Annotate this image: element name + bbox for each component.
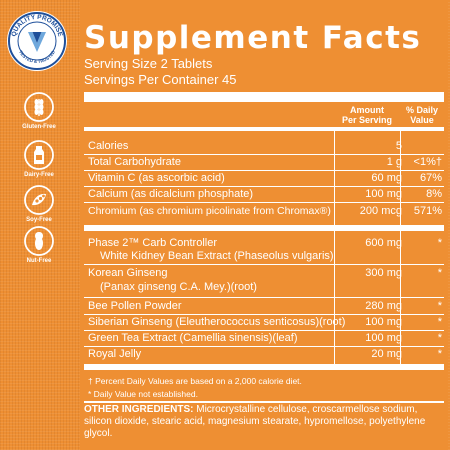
row-divider xyxy=(84,314,444,315)
nutrient-name: Phase 2™ Carb Controller xyxy=(88,237,218,249)
dv-header-line2: Value xyxy=(410,115,434,125)
thin-rule xyxy=(84,401,444,403)
thick-rule xyxy=(84,92,444,102)
nutrient-name: Royal Jelly xyxy=(88,348,142,360)
medium-rule xyxy=(84,127,444,131)
nutrient-amount: 200 mcg xyxy=(359,205,402,217)
amount-header-line1: Amount xyxy=(350,105,384,115)
nutrient-dv: 67% xyxy=(419,172,442,184)
nutrient-dv: * xyxy=(437,300,442,312)
medium-rule xyxy=(84,364,444,370)
quality-promise-badge: QUALITY PROMISE TESTED & TRUSTED xyxy=(6,10,68,72)
nutrient-name: Calcium (as dicalcium phosphate) xyxy=(88,188,254,200)
nutrient-amount: 600 mg xyxy=(365,237,402,249)
nutrient-sub-name: (Panax ginseng C.A. Mey.)(root) xyxy=(100,281,257,293)
nutrient-amount: 60 mg xyxy=(371,172,402,184)
soy-icon xyxy=(24,185,54,215)
quality-seal-icon: QUALITY PROMISE TESTED & TRUSTED xyxy=(7,11,67,71)
nutrient-name: Vitamin C (as ascorbic acid) xyxy=(88,172,225,184)
peanut-icon xyxy=(24,226,54,256)
gluten-free-badge: Gluten-Free xyxy=(14,92,64,130)
nutrient-name: Calories xyxy=(88,140,129,152)
nutrient-name: Bee Pollen Powder xyxy=(88,300,182,312)
nutrient-dv: * xyxy=(437,237,442,249)
dairy-free-label: Dairy-Free xyxy=(24,172,54,178)
facts-title: Supplement Facts xyxy=(84,20,422,56)
column-divider xyxy=(400,131,401,364)
nutrient-amount: 1 g xyxy=(386,156,402,168)
row-divider xyxy=(84,264,444,265)
nutrient-amount: 280 mg xyxy=(365,300,402,312)
nutrient-dv: * xyxy=(437,267,442,279)
nutrient-dv: <1%† xyxy=(413,156,442,168)
footnote-daily-values: † Percent Daily Values are based on a 2,… xyxy=(88,376,302,386)
dv-header-line1: % Daily xyxy=(405,105,438,115)
soy-free-label: Soy-Free xyxy=(26,217,52,223)
nutrient-dv: * xyxy=(437,316,442,328)
nutrient-name: Total Carbohydrate xyxy=(88,156,181,168)
other-ingredients-label: OTHER INGREDIENTS: xyxy=(84,404,194,415)
nutrient-amount: 100 mg xyxy=(365,188,402,200)
wheat-icon xyxy=(24,92,54,122)
other-ingredients-text: Microcrystalline cellulose, croscarmello… xyxy=(84,404,426,439)
nutrient-name: Korean Ginseng xyxy=(88,267,168,279)
nutrient-dv: * xyxy=(437,332,442,344)
gluten-free-label: Gluten-Free xyxy=(22,124,56,130)
row-divider xyxy=(84,154,444,155)
nut-free-label: Nut-Free xyxy=(26,258,52,264)
column-divider xyxy=(334,131,335,364)
daily-value-header: % Daily Value xyxy=(400,105,444,125)
amount-header-line2: Per Serving xyxy=(341,115,393,125)
nutrient-amount: 300 mg xyxy=(365,267,402,279)
nutrient-sub-name: White Kidney Bean Extract (Phaseolus vul… xyxy=(100,250,334,262)
servings-per-container: Servings Per Container 45 xyxy=(84,72,237,87)
other-ingredients: OTHER INGREDIENTS: Microcrystalline cell… xyxy=(84,404,446,440)
row-divider xyxy=(84,297,444,298)
dairy-free-badge: Dairy-Free xyxy=(14,140,64,178)
nutrient-name: Siberian Ginseng (Eleutherococcus sentic… xyxy=(88,316,346,328)
row-divider xyxy=(84,202,444,203)
nutrient-dv: 571% xyxy=(413,205,442,217)
nutrient-dv: 8% xyxy=(426,188,442,200)
nutrient-amount: 100 mg xyxy=(365,316,402,328)
nutrient-name: Chromium (as chromium picolinate from Ch… xyxy=(88,205,331,217)
row-divider xyxy=(84,346,444,347)
row-divider xyxy=(84,170,444,171)
sidebar: QUALITY PROMISE TESTED & TRUSTED Gluten-… xyxy=(0,0,76,450)
nut-free-badge: Nut-Free xyxy=(14,226,64,264)
soy-free-badge: Soy-Free xyxy=(14,185,64,223)
medium-rule xyxy=(84,225,444,231)
nutrient-amount: 20 mg xyxy=(371,348,402,360)
row-divider xyxy=(84,330,444,331)
nutrient-name: Green Tea Extract (Camellia sinensis)(le… xyxy=(88,332,298,344)
row-divider xyxy=(84,186,444,187)
serving-size: Serving Size 2 Tablets xyxy=(84,56,213,71)
nutrient-amount: 100 mg xyxy=(365,332,402,344)
nutrient-dv: * xyxy=(437,348,442,360)
footnote-not-established: * Daily Value not established. xyxy=(88,389,198,399)
nutrient-amount: 5 xyxy=(395,140,402,152)
milk-bottle-icon xyxy=(24,140,54,170)
amount-header: Amount Per Serving xyxy=(334,105,400,125)
